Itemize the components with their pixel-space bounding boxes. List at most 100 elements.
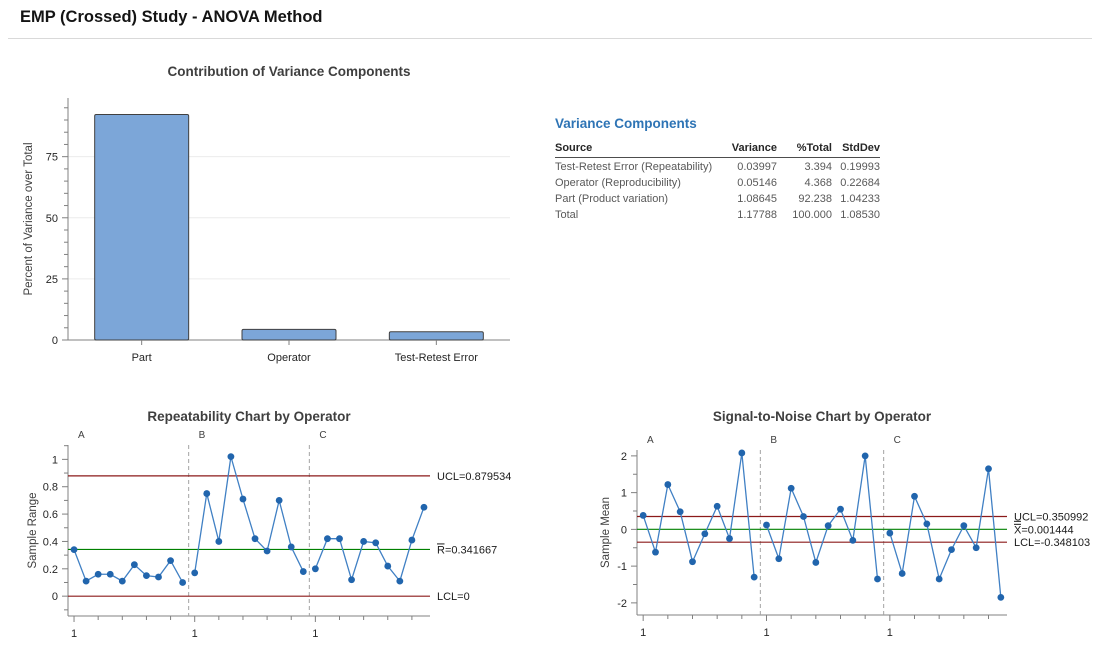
y-tick-label: 0.2 xyxy=(43,564,58,576)
data-point xyxy=(874,575,881,583)
variance-components-table: Source Variance %Total StdDev Test-Retest E… xyxy=(555,140,880,222)
data-point xyxy=(911,492,918,500)
x-tick-label: 1 xyxy=(763,627,769,639)
data-point xyxy=(676,508,684,516)
table-cell: 1.08530 xyxy=(840,209,880,221)
data-point xyxy=(652,548,659,556)
y-tick-label: 0 xyxy=(621,524,627,536)
table-cell: 1.17788 xyxy=(737,209,777,221)
table-cell: 1.08645 xyxy=(737,193,777,205)
y-tick-label: 0.8 xyxy=(43,482,58,494)
table-cell: Operator (Reproducibility) xyxy=(555,177,681,189)
data-point xyxy=(923,520,931,528)
table-cell: 1.04233 xyxy=(840,193,880,205)
chart-title: Signal-to-Noise Chart by Operator xyxy=(713,409,932,424)
data-point xyxy=(408,536,416,544)
column-header: StdDev xyxy=(832,140,880,158)
y-axis-label: Percent of Variance over Total xyxy=(23,143,35,296)
y-tick-label: 1 xyxy=(52,454,58,466)
data-point xyxy=(800,513,807,520)
center-label: X=0.001444 xyxy=(1014,524,1074,536)
data-point xyxy=(275,497,283,504)
table-cell: Total xyxy=(555,209,579,221)
ucl-label: UCL=0.350992 xyxy=(1014,511,1088,523)
table-cell: 92.238 xyxy=(798,193,832,205)
variance-contribution-chart: Contribution of Variance Components Perce… xyxy=(23,64,510,364)
data-point xyxy=(167,557,174,564)
y-axis-label: Sample Mean xyxy=(600,497,612,568)
column-header: %Total xyxy=(777,140,832,158)
data-point xyxy=(763,521,770,529)
y-tick-label: 0.6 xyxy=(43,509,58,521)
operator-label: B xyxy=(770,435,777,446)
x-tick-label: 1 xyxy=(312,628,318,640)
y-tick-label: 0 xyxy=(52,591,58,603)
bar xyxy=(388,331,484,341)
data-point xyxy=(82,577,90,585)
table-cell: 4.368 xyxy=(804,177,832,189)
data-point xyxy=(775,555,783,563)
data-point xyxy=(251,535,259,543)
table-row: Total 1.17788 100.000 1.08530 xyxy=(555,206,880,222)
series-line-A xyxy=(73,549,184,583)
table-header: Source Variance %Total StdDev xyxy=(555,140,880,158)
data-point xyxy=(689,558,696,566)
column-header: Variance xyxy=(722,140,777,158)
chart-title: Repeatability Chart by Operator xyxy=(147,409,351,424)
data-point xyxy=(837,505,844,513)
data-point xyxy=(972,544,980,552)
data-point xyxy=(812,559,820,566)
data-point xyxy=(726,535,733,542)
lcl-label: LCL=0 xyxy=(437,591,470,603)
y-tick-label: 1 xyxy=(621,488,627,500)
x-category-label: Test-Retest Error xyxy=(395,352,478,364)
data-point xyxy=(861,452,869,460)
signal-to-noise-chart: Signal-to-Noise Chart by Operator Sample … xyxy=(600,409,1090,639)
y-tick-label: 2 xyxy=(621,451,627,463)
data-point xyxy=(948,546,955,553)
y-tick-label: 0 xyxy=(52,335,58,347)
operator-label: B xyxy=(199,430,206,441)
table-row: Part (Product variation) 1.08645 92.238 1.0… xyxy=(555,190,880,206)
data-point xyxy=(849,537,857,544)
table-row: Operator (Reproducibility) 0.05146 4.368 0.… xyxy=(555,174,880,190)
ucl-label: UCL=0.879534 xyxy=(437,471,511,483)
data-point xyxy=(787,484,795,492)
data-point xyxy=(713,502,721,510)
data-point xyxy=(701,530,709,538)
data-point xyxy=(143,572,150,580)
data-point xyxy=(935,575,943,583)
data-point xyxy=(155,573,162,581)
data-point xyxy=(336,535,343,543)
table-cell: Part (Product variation) xyxy=(555,193,669,205)
x-tick-label: 1 xyxy=(887,627,893,639)
data-point xyxy=(348,576,355,584)
x-tick-label: 1 xyxy=(71,628,77,640)
data-point xyxy=(420,503,428,511)
data-point xyxy=(360,538,368,545)
data-point xyxy=(960,522,968,530)
data-point xyxy=(94,570,102,578)
data-point xyxy=(372,539,380,547)
table-cell: 0.03997 xyxy=(737,161,777,173)
data-point xyxy=(639,512,647,519)
bar xyxy=(241,328,337,341)
table-cell: 0.22684 xyxy=(840,177,880,189)
y-tick-label: 75 xyxy=(46,152,58,164)
table-cell: 100.000 xyxy=(792,209,832,221)
y-axis-label: Sample Range xyxy=(27,492,39,568)
lcl-label: LCL=-0.348103 xyxy=(1014,537,1090,549)
divider xyxy=(8,38,1092,39)
y-tick-label: 0.4 xyxy=(43,536,58,548)
y-tick-label: 25 xyxy=(46,274,58,286)
data-point xyxy=(396,577,404,585)
x-category-label: Part xyxy=(132,352,152,364)
data-point xyxy=(227,453,235,461)
x-tick-label: 1 xyxy=(640,627,646,639)
data-point xyxy=(287,543,295,551)
column-header: Source xyxy=(555,140,722,158)
table-body: Test-Retest Error (Repeatability) 0.03997… xyxy=(555,158,880,223)
table-cell: 3.394 xyxy=(804,161,832,173)
series-line-C xyxy=(314,507,425,583)
